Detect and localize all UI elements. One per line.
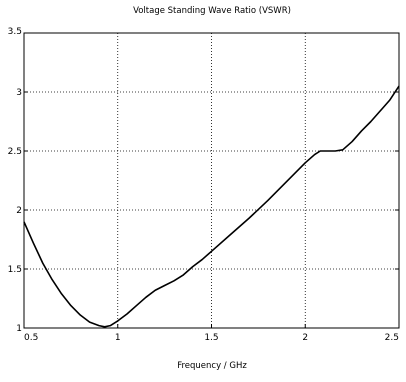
- series-line-vswr: [23, 85, 400, 328]
- y-tick-label: 1: [16, 324, 22, 334]
- x-tick-label: 2: [302, 333, 308, 343]
- x-tick-label: 2.5: [385, 333, 399, 343]
- chart-title: Voltage Standing Wave Ratio (VSWR): [133, 6, 291, 16]
- y-tick-label: 1.5: [8, 265, 22, 275]
- y-tick-label: 2: [16, 206, 22, 216]
- y-tick-label: 3.5: [8, 27, 22, 37]
- y-tick-label: 3: [16, 88, 22, 98]
- tick-layer: 0.5 1 1.5 2 2.511.522.533.5: [8, 27, 400, 343]
- x-tick-label: 0.5: [24, 333, 38, 343]
- x-tick-label: 1: [115, 333, 121, 343]
- x-tick-label: 1.5: [204, 333, 218, 343]
- grid-layer: [24, 33, 399, 328]
- y-tick-label: 2.5: [8, 147, 22, 157]
- x-axis-label: Frequency / GHz: [177, 361, 247, 371]
